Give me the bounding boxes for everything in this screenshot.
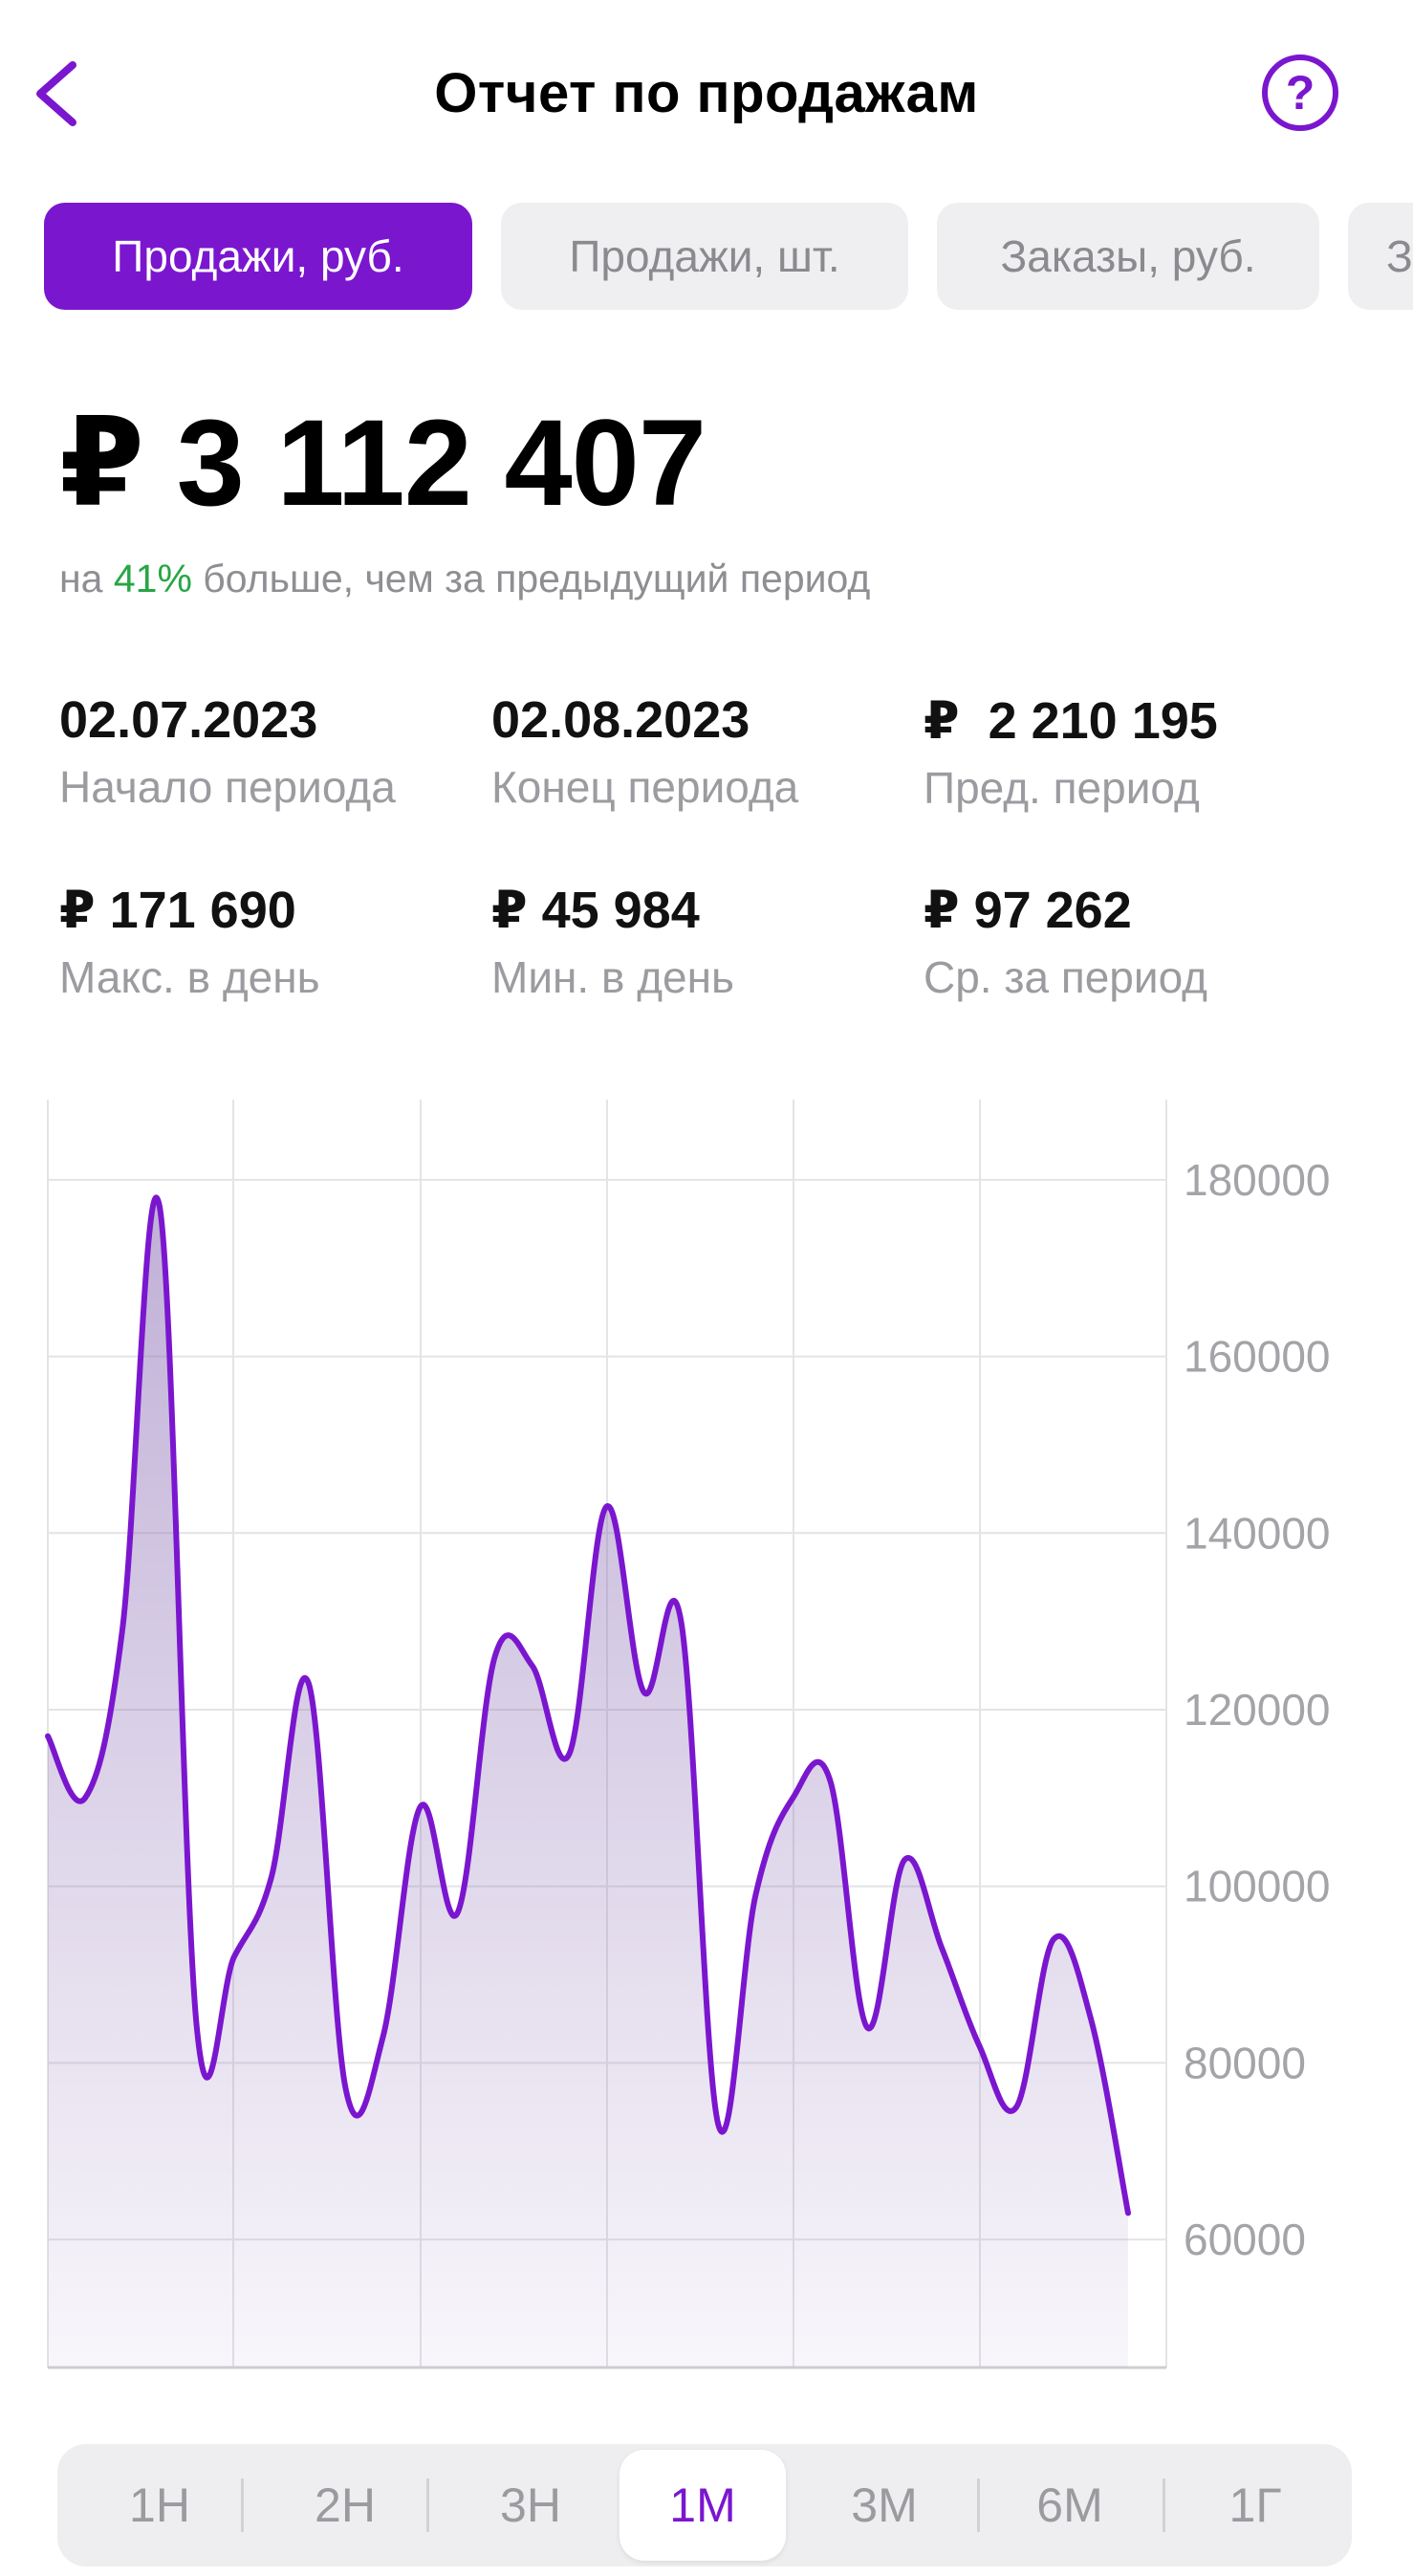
range-selector: 1Н 2Н 3Н 1М 3М 6М 1Г	[57, 2444, 1352, 2566]
data-point	[491, 1653, 499, 1661]
y-tick-label: 60000	[1184, 2215, 1306, 2264]
data-point	[380, 2033, 387, 2041]
data-point	[1050, 1935, 1057, 1943]
stat-label: Макс. в день	[59, 952, 320, 1002]
stat-value: ₽ 97 262	[924, 882, 1132, 939]
total-amount: ₽ 3 112 407	[59, 395, 706, 532]
data-point	[119, 1626, 126, 1634]
data-point	[268, 1873, 275, 1881]
range-divider	[1163, 2478, 1165, 2532]
data-point	[1012, 2104, 1020, 2111]
data-point	[938, 1944, 946, 1952]
sales-area-fill	[48, 1197, 1128, 2368]
y-tick-label: 120000	[1184, 1685, 1331, 1735]
data-point	[863, 2023, 871, 2031]
y-tick-label: 140000	[1184, 1508, 1331, 1558]
data-point	[305, 1679, 313, 1687]
y-tick-label: 180000	[1184, 1155, 1331, 1205]
stat-value: ₽ 2 210 195	[924, 692, 1218, 750]
stat-label: Мин. в день	[491, 952, 734, 1002]
range-divider	[241, 2478, 244, 2532]
data-point	[640, 1689, 647, 1696]
data-point	[714, 2121, 722, 2128]
comparison-prefix: на	[59, 557, 114, 600]
data-point	[230, 1954, 238, 1961]
stat-period-end: 02.08.2023 Конец периода	[491, 690, 798, 813]
stat-label: Начало периода	[59, 762, 396, 812]
stat-average: ₽ 97 262 Ср. за период	[924, 880, 1207, 1003]
stat-value: ₽ 45 984	[491, 882, 700, 939]
data-point	[789, 1794, 796, 1801]
page-title: Отчет по продажам	[434, 62, 979, 124]
data-point	[1087, 2015, 1095, 2022]
data-point	[342, 2085, 350, 2093]
range-option-3m[interactable]: 3М	[851, 2478, 918, 2532]
comparison-suffix: больше, чем за предыдущий период	[191, 557, 871, 600]
sales-chart[interactable]: 180000 160000 140000 120000 100000 80000 60000…	[0, 1100, 1413, 2390]
stat-value: 02.07.2023	[59, 691, 318, 749]
tab-sales-rub[interactable]: Продажи, руб.	[44, 203, 472, 310]
y-tick-label: 100000	[1184, 1862, 1331, 1911]
data-point	[529, 1662, 536, 1670]
data-point	[751, 1891, 759, 1899]
stat-value: ₽ 171 690	[59, 882, 296, 939]
data-point	[44, 1733, 52, 1740]
range-option-1m[interactable]: 1М	[620, 2450, 786, 2561]
comparison-text: на 41% больше, чем за предыдущий период	[59, 557, 870, 601]
svg-text:?: ?	[1286, 66, 1315, 120]
range-divider	[977, 2478, 980, 2532]
y-tick-label: 80000	[1184, 2038, 1306, 2087]
stat-period-start: 02.07.2023 Начало периода	[59, 690, 396, 813]
back-button[interactable]	[27, 48, 94, 134]
comparison-percent: 41%	[113, 557, 192, 600]
stat-label: Ср. за период	[924, 952, 1208, 1002]
data-point	[975, 2041, 983, 2049]
data-point	[454, 1909, 462, 1916]
stat-previous-period: ₽ 2 210 195 Пред. период	[924, 690, 1218, 814]
stat-value: 02.08.2023	[491, 691, 750, 749]
range-option-1y[interactable]: 1Г	[1228, 2478, 1282, 2532]
range-option-1w[interactable]: 1Н	[129, 2478, 190, 2532]
range-option-6m[interactable]: 6М	[1036, 2478, 1103, 2532]
metric-tabs: Продажи, руб. Продажи, шт. Заказы, руб. …	[44, 203, 1413, 310]
help-button[interactable]: ?	[1260, 53, 1340, 133]
y-tick-label: 160000	[1184, 1332, 1331, 1382]
range-option-2w[interactable]: 2Н	[315, 2478, 376, 2532]
data-point	[193, 2023, 201, 2031]
tab-orders-rub[interactable]: Заказы, руб.	[937, 203, 1319, 310]
range-divider	[426, 2478, 429, 2532]
data-point	[417, 1803, 424, 1811]
stat-label: Пред. период	[924, 763, 1200, 813]
sales-chart-svg: 180000 160000 140000 120000 100000 80000 60000…	[44, 1100, 1331, 2369]
data-point	[156, 1203, 163, 1211]
stat-min-per-day: ₽ 45 984 Мин. в день	[491, 880, 734, 1003]
help-icon: ?	[1262, 55, 1338, 131]
stat-max-per-day: ₽ 171 690 Макс. в день	[59, 880, 320, 1003]
data-point	[826, 1777, 834, 1784]
header: Отчет по продажам ?	[0, 0, 1413, 191]
tab-sales-pcs[interactable]: Продажи, шт.	[501, 203, 908, 310]
data-point	[81, 1794, 89, 1801]
data-point	[602, 1503, 610, 1511]
data-point	[1124, 2209, 1132, 2216]
chevron-left-icon	[36, 61, 76, 126]
data-point	[901, 1856, 908, 1864]
stat-label: Конец периода	[491, 762, 799, 812]
sales-series-line	[45, 1194, 1131, 2216]
data-point	[677, 1618, 685, 1626]
data-point	[566, 1750, 574, 1757]
range-option-3w[interactable]: 3Н	[500, 2478, 561, 2532]
tab-orders-partial[interactable]: З	[1348, 203, 1413, 310]
